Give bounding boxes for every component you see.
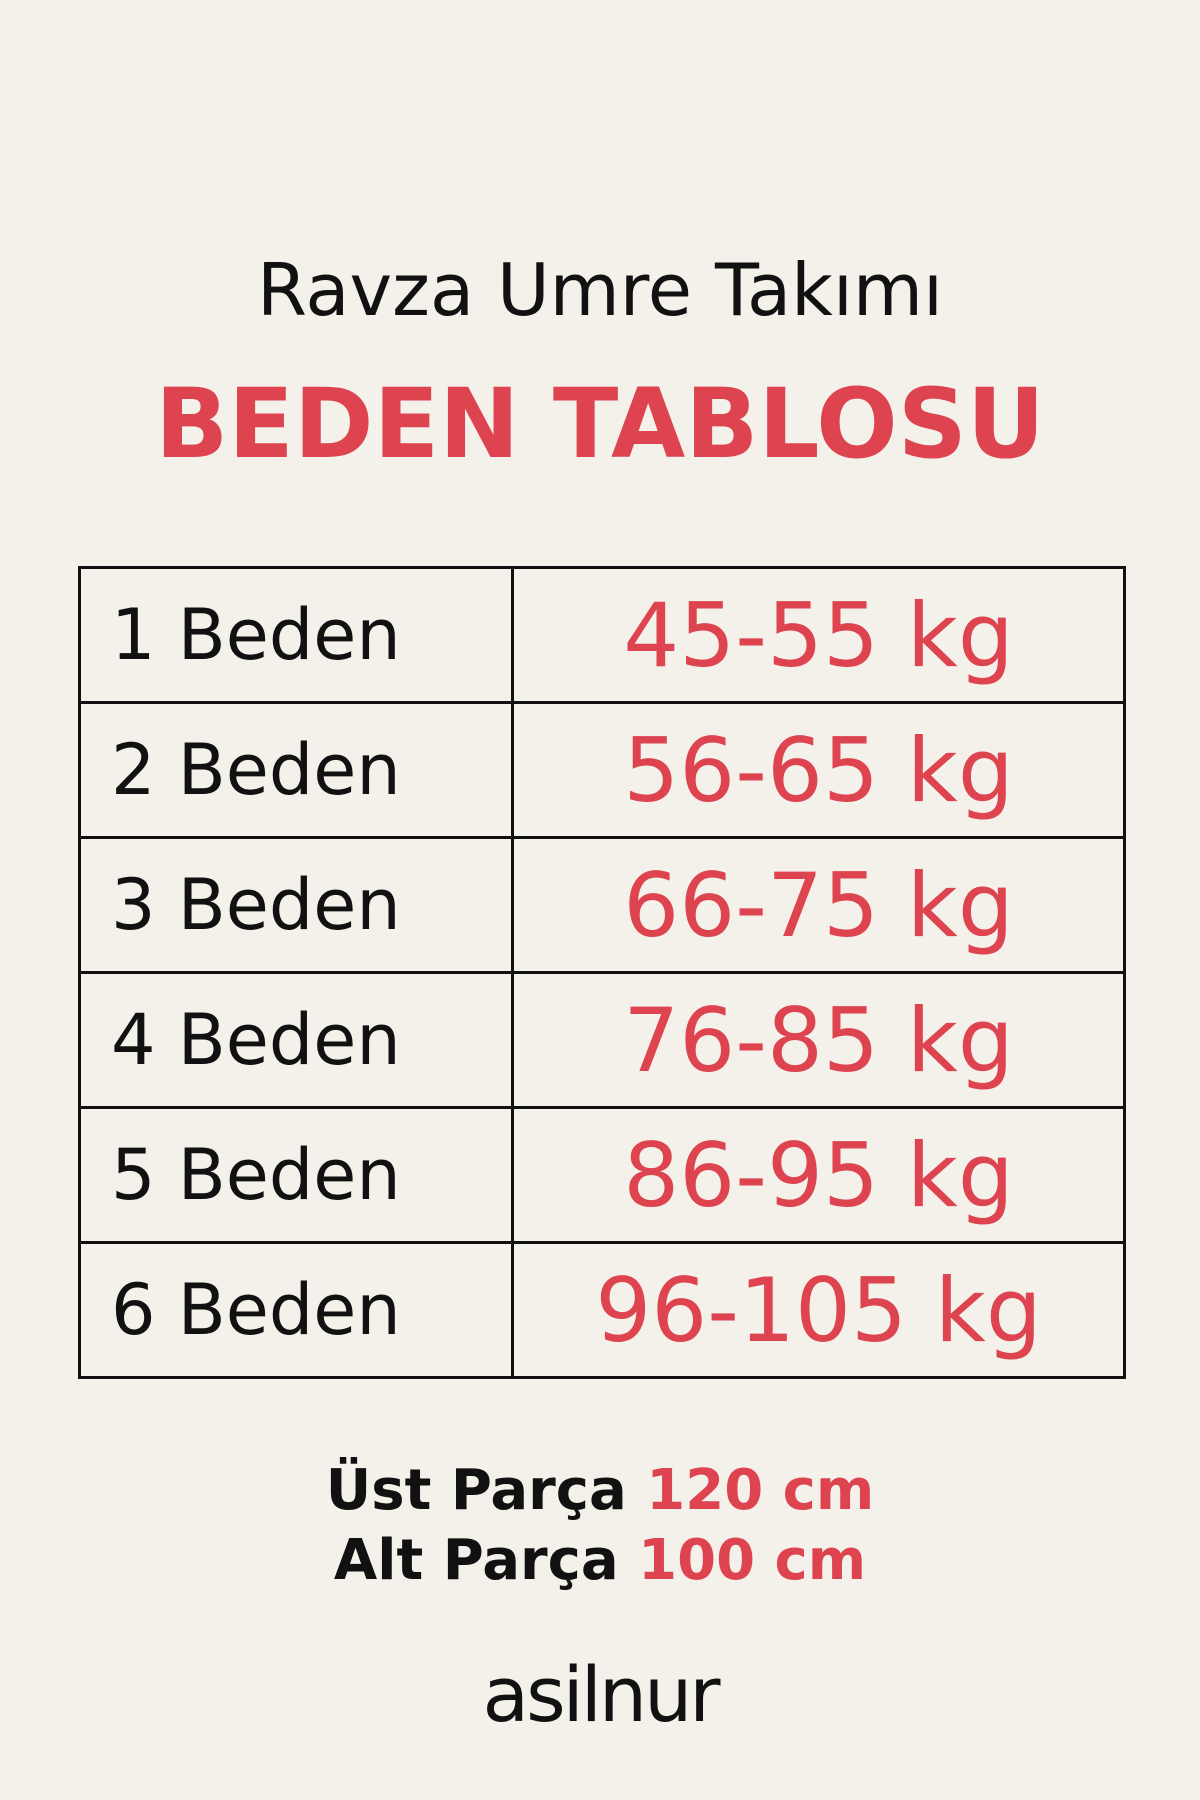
title: Ravza Umre Takımı: [256, 248, 944, 332]
length-label: Üst Parça: [325, 1458, 627, 1523]
weight-range: 45-55 kg: [511, 566, 1126, 704]
brand: asilnur: [482, 1650, 721, 1739]
subtitle: BEDEN TABLOSU: [155, 368, 1045, 480]
size-label: 1 Beden: [78, 566, 514, 704]
weight-range: 86-95 kg: [511, 1106, 1126, 1244]
size-label: 6 Beden: [78, 1241, 514, 1379]
length-label: Alt Parça: [333, 1528, 619, 1593]
table-row: 5 Beden 86-95 kg: [78, 1106, 1126, 1244]
size-table: 1 Beden 45-55 kg 2 Beden 56-65 kg 3 Beden 66-…: [78, 566, 1126, 1379]
length-line: Üst Parça 120 cm: [0, 1458, 1200, 1523]
table-row: 3 Beden 66-75 kg: [78, 836, 1126, 974]
weight-range: 66-75 kg: [511, 836, 1126, 974]
size-label: 3 Beden: [78, 836, 514, 974]
table-row: 1 Beden 45-55 kg: [78, 566, 1126, 704]
table-row: 2 Beden 56-65 kg: [78, 701, 1126, 839]
length-value: 100 cm: [638, 1528, 867, 1593]
weight-range: 96-105 kg: [511, 1241, 1126, 1379]
length-value: 120 cm: [646, 1458, 875, 1523]
size-label: 2 Beden: [78, 701, 514, 839]
size-label: 4 Beden: [78, 971, 514, 1109]
weight-range: 76-85 kg: [511, 971, 1126, 1109]
size-label: 5 Beden: [78, 1106, 514, 1244]
length-line: Alt Parça 100 cm: [0, 1528, 1200, 1593]
table-row: 6 Beden 96-105 kg: [78, 1241, 1126, 1379]
weight-range: 56-65 kg: [511, 701, 1126, 839]
table-row: 4 Beden 76-85 kg: [78, 971, 1126, 1109]
